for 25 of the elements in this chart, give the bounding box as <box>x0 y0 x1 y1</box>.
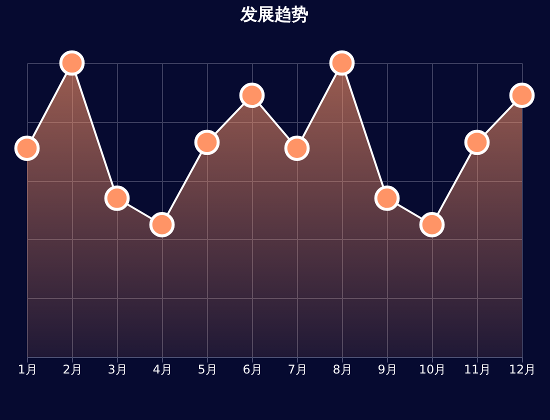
x-tick-label: 1月 <box>18 362 38 376</box>
point <box>239 82 265 108</box>
point <box>104 186 130 211</box>
point <box>374 186 400 211</box>
point <box>59 50 85 76</box>
x-tick-label: 12月 <box>508 362 536 376</box>
x-tick-label: 5月 <box>198 362 218 376</box>
x-tick-label: 6月 <box>242 362 262 376</box>
point <box>194 130 220 156</box>
x-tick-label: 4月 <box>152 362 172 376</box>
chart-title: 发展趋势 <box>240 4 308 25</box>
point <box>464 130 490 156</box>
x-tick-label: 3月 <box>108 362 128 376</box>
x-tick-label: 2月 <box>62 362 82 376</box>
x-tick-label: 10月 <box>418 362 446 376</box>
x-tick-label: 11月 <box>464 362 492 376</box>
x-tick-label: 9月 <box>378 362 398 376</box>
point <box>284 136 310 161</box>
point <box>329 50 355 76</box>
point <box>509 82 535 108</box>
point <box>14 136 40 161</box>
x-tick-label: 7月 <box>288 362 308 376</box>
x-tick-label: 8月 <box>332 362 352 376</box>
point <box>419 212 445 238</box>
point <box>149 212 175 238</box>
